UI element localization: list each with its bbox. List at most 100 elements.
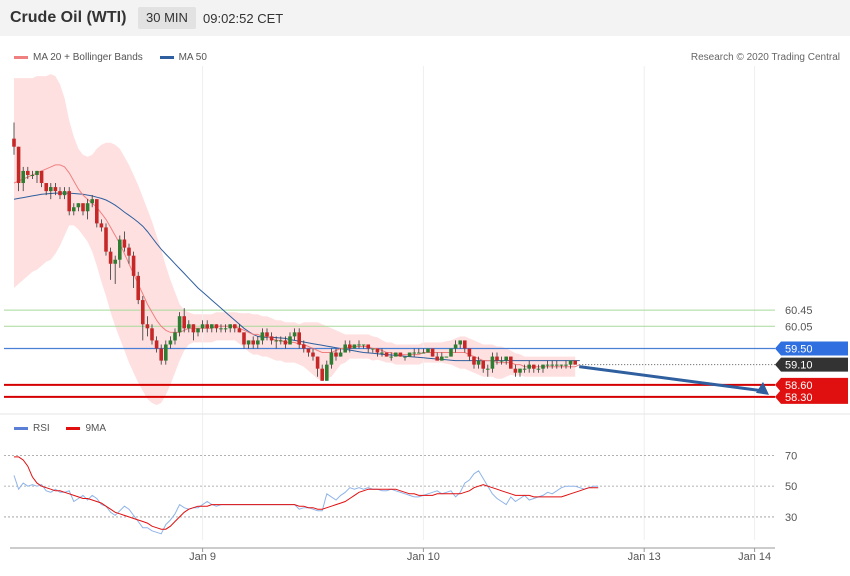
legend-swatch-ma20: [14, 55, 28, 59]
rsi-legend: RSI 9MA: [14, 423, 106, 434]
candle-body: [421, 352, 426, 354]
candle-body: [472, 356, 476, 365]
forecast-arrow-shaft: [579, 365, 764, 393]
candle-body: [177, 316, 182, 333]
price-tag-last: [775, 357, 848, 372]
candle-body: [380, 352, 384, 354]
legend-item-9ma: 9MA: [66, 423, 106, 434]
candle-body: [131, 255, 136, 276]
price-label-target: 58.30: [785, 392, 813, 404]
candle-body: [21, 170, 25, 184]
candle-body: [430, 348, 435, 357]
candle-body: [394, 352, 398, 357]
candle-body: [499, 360, 504, 362]
rsi-tick-label: 50: [785, 481, 797, 493]
candle-body: [173, 332, 177, 341]
candle-body: [315, 356, 320, 369]
candle-body: [196, 328, 200, 333]
main-legend: MA 20 + Bollinger Bands MA 50: [14, 52, 207, 63]
legend-swatch-9ma: [66, 426, 81, 430]
legend-label-9ma: 9MA: [85, 423, 107, 434]
candle-body: [81, 203, 85, 212]
candle-body: [90, 199, 94, 204]
candle-body: [154, 340, 159, 349]
price-label-last: 59.10: [785, 360, 813, 372]
candle-body: [274, 340, 278, 342]
rsi-tick-label: 30: [785, 512, 797, 524]
candle-body: [518, 368, 522, 373]
candle-body: [191, 324, 196, 333]
candle-body: [532, 364, 536, 369]
candle-body: [338, 352, 343, 357]
legend-swatch-rsi: [14, 426, 28, 430]
candle-body: [141, 300, 145, 325]
candle-body: [58, 191, 62, 196]
candle-body: [564, 364, 568, 366]
candle-body: [26, 170, 30, 175]
candle-body: [361, 344, 366, 346]
candle-body: [545, 364, 550, 366]
candle-body: [559, 364, 564, 366]
candle-body: [435, 356, 439, 361]
candle-body: [426, 348, 430, 353]
candle-body: [219, 328, 223, 330]
candle-body: [200, 324, 205, 329]
candle-body: [440, 356, 444, 361]
interval-selector[interactable]: 30 MIN: [138, 7, 196, 29]
candle-body: [159, 348, 163, 361]
legend-item-ma20: MA 20 + Bollinger Bands: [14, 52, 143, 63]
candle-body: [325, 364, 329, 381]
candle-body: [536, 368, 541, 370]
candle-body: [458, 340, 462, 345]
candle-body: [99, 223, 104, 228]
candles-group: [12, 122, 577, 381]
candle-body: [371, 348, 375, 350]
candle-body: [403, 356, 407, 358]
candle-body: [509, 356, 513, 369]
candle-body: [164, 344, 168, 361]
credit-text: Research © 2020 Trading Central: [690, 52, 840, 63]
candle-body: [269, 336, 274, 341]
candle-body: [463, 340, 467, 349]
x-tick-label: Jan 13: [628, 551, 661, 563]
candle-body: [39, 170, 44, 184]
candle-body: [72, 207, 76, 212]
candle-body: [476, 360, 481, 365]
candle-body: [334, 352, 338, 357]
forecast-arrow-head: [756, 381, 769, 395]
current-time: 09:02:52 CET: [203, 11, 284, 26]
candle-body: [113, 259, 117, 264]
candle-body: [246, 340, 251, 345]
candle-body: [12, 138, 16, 147]
candle-body: [242, 332, 246, 345]
candle-body: [214, 324, 219, 329]
candle-body: [495, 356, 499, 361]
legend-label-ma50: MA 50: [178, 52, 207, 63]
candle-body: [541, 364, 545, 369]
ma20-line: [13, 164, 581, 368]
candle-body: [118, 239, 122, 260]
candle-body: [297, 332, 301, 345]
candle-body: [375, 348, 380, 353]
candle-body: [30, 174, 35, 176]
candle-body: [481, 360, 485, 369]
candle-body: [398, 352, 403, 357]
candle-body: [292, 332, 297, 337]
candle-body: [467, 348, 472, 357]
candle-body: [366, 344, 370, 349]
price-label-target: 58.60: [785, 380, 813, 392]
candle-body: [136, 275, 140, 301]
candle-body: [407, 352, 412, 357]
candle-body: [145, 324, 150, 329]
candle-body: [62, 191, 67, 196]
rsi-tick-label: 70: [785, 450, 797, 462]
candle-body: [389, 356, 393, 358]
candle-body: [187, 324, 191, 329]
candle-body: [182, 316, 186, 329]
legend-label-rsi: RSI: [33, 423, 50, 434]
candle-body: [251, 340, 255, 345]
candle-body: [168, 340, 173, 345]
price-tag-target: [775, 389, 848, 404]
candle-body: [573, 360, 577, 365]
